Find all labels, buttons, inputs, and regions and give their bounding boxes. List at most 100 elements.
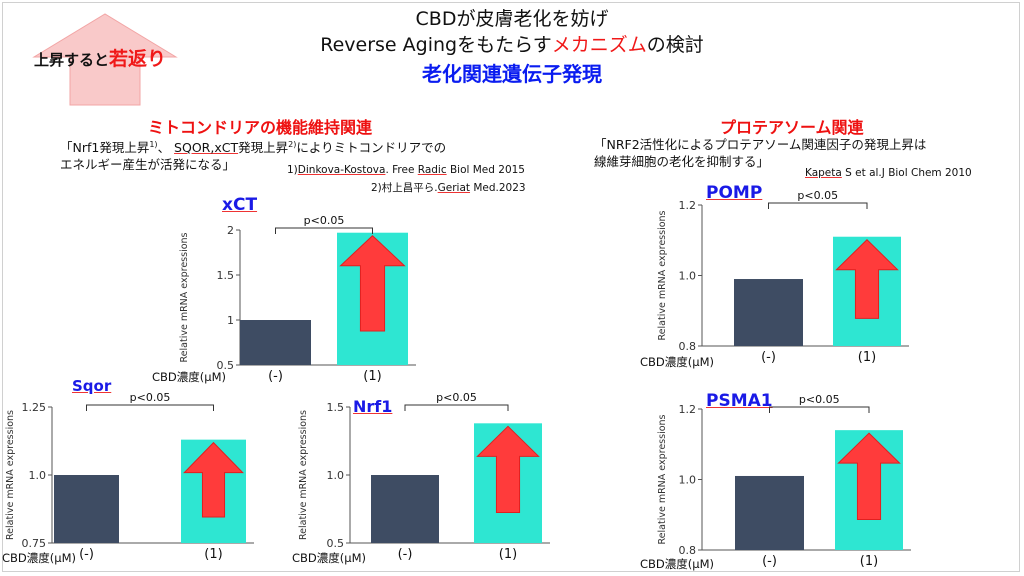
x-axis-label: CBD濃度(μM) — [292, 551, 366, 565]
bar-control — [734, 279, 803, 346]
bar-control — [54, 475, 119, 543]
p-value-label: p<0.05 — [304, 214, 345, 227]
right-section-quote: 「NRF2活性化によるプロテアソーム関連因子の発現上昇は 線維芽細胞の老化を抑制… — [594, 136, 926, 170]
y-tick-label: 0.75 — [22, 537, 47, 550]
x-category-label: (-) — [268, 369, 283, 384]
significance-bracket — [275, 227, 373, 234]
y-axis-label: Relative mRNA expressions — [5, 410, 16, 540]
left-quote-d: 発現上昇 — [238, 140, 289, 156]
x-axis-label: CBD濃度(μM) — [2, 551, 76, 565]
rejuvenation-badge — [32, 13, 178, 106]
y-axis-label: Relative mRNA expressions — [298, 410, 309, 540]
left-reference-2: 2)村上昌平ら.Geriat Med.2023 — [371, 180, 526, 195]
ref2-a: 2)村上昌平ら. — [371, 182, 438, 194]
ref1-b: Dinkova-Kostova — [297, 164, 386, 176]
ref2-b: Geriat — [437, 182, 471, 194]
p-value-label: p<0.05 — [799, 393, 840, 406]
y-tick-label: 1.0 — [679, 270, 697, 283]
chart-sqor: 0.75 1.0 1.25 Relative mRNA expressions (-) (… — [2, 393, 254, 565]
title-line-1: CBDが皮膚老化を妨げ — [415, 8, 609, 30]
chart-psma1: 0.8 1.0 1.2 Relative mRNA expressions (-) (1)… — [640, 393, 911, 571]
y-axis-label: Relative mRNA expressions — [657, 414, 668, 544]
x-category-label: (1) — [363, 369, 381, 384]
ref1-a: 1) — [287, 164, 298, 176]
y-tick-label: 0.5 — [217, 359, 235, 372]
increase-arrow-icon — [183, 441, 244, 518]
left-quote-line-2: エネルギー産生が活発になる」 — [60, 157, 236, 173]
right-quote-line-1: 「NRF2活性化によるプロテアソーム関連因子の発現上昇は — [594, 137, 927, 152]
x-category-label: (-) — [398, 547, 413, 562]
x-category-label: (1) — [499, 547, 517, 562]
x-axis-label: CBD濃度(μM) — [152, 370, 226, 384]
x-category-label: (1) — [204, 547, 222, 562]
chart-nrf1: 0.5 1.0 1.5 Relative mRNA expressions (-) (1)… — [292, 393, 550, 565]
left-quote-a: 「Nrf1発現上昇 — [60, 140, 150, 156]
left-section-quote: 「Nrf1発現上昇1)、 SQOR,xCT発現上昇2)によりミトコンドリアでの … — [60, 136, 446, 173]
y-tick-label: 1.2 — [679, 403, 697, 416]
increase-arrow-icon — [837, 432, 901, 520]
x-category-label: (-) — [79, 547, 94, 562]
title-line-2: Reverse Agingをもたらすメカニズムの検討 — [0, 30, 1024, 57]
y-tick-label: 0.8 — [679, 544, 697, 557]
x-category-label: (1) — [858, 350, 876, 365]
increase-arrow-icon — [476, 425, 540, 513]
left-reference-1: 1)Dinkova-Kostova. Free Radic Biol Med 2… — [287, 164, 525, 176]
title-line-3: 老化関連遺伝子発現 — [422, 62, 602, 86]
ref1-c: . Free — [385, 164, 418, 176]
chart-title-psma1: PSMA1 — [706, 391, 773, 411]
chart-pomp: 0.8 1.0 1.2 Relative mRNA expressions (-) (1)… — [640, 189, 909, 369]
left-quote-e: によりミトコンドリアでの — [296, 140, 447, 156]
right-ref-b: S et al.J Biol Chem 2010 — [841, 167, 972, 179]
x-category-label: (1) — [860, 554, 878, 569]
ref1-e: Biol Med 2015 — [446, 164, 525, 176]
left-quote-sup-1: 1) — [149, 140, 158, 149]
y-tick-label: 2 — [227, 224, 234, 237]
p-value-label: p<0.05 — [130, 393, 171, 404]
bar-control — [240, 320, 311, 365]
y-tick-label: 1.5 — [217, 269, 235, 282]
badge-text: 上昇すると若返り — [34, 44, 166, 71]
chart-title-xct: xCT — [222, 195, 258, 215]
y-tick-label: 0.5 — [327, 537, 345, 550]
y-tick-label: 1.2 — [679, 199, 697, 212]
right-section-heading: プロテアソーム関連 — [720, 118, 864, 137]
y-tick-label: 1.25 — [22, 401, 47, 414]
y-tick-label: 1.5 — [327, 401, 345, 414]
left-quote-sup-2: 2) — [288, 140, 297, 149]
y-tick-label: 1.0 — [327, 469, 345, 482]
bar-control — [735, 475, 804, 550]
left-quote-c: SQOR,xCT — [174, 140, 239, 156]
x-axis-label: CBD濃度(μM) — [640, 557, 714, 571]
right-reference: Kapeta S et al.J Biol Chem 2010 — [805, 167, 972, 179]
significance-bracket — [769, 406, 870, 413]
title-line-2-accent: メカニズム — [551, 34, 647, 56]
left-section-heading: ミトコンドリアの機能維持関連 — [148, 118, 373, 137]
y-tick-label: 1.0 — [29, 469, 47, 482]
x-category-label: (-) — [762, 554, 777, 569]
y-tick-label: 1 — [227, 314, 234, 327]
significance-bracket — [768, 202, 868, 209]
y-tick-label: 0.8 — [679, 340, 697, 353]
left-quote-b: 、 — [157, 140, 175, 156]
bar-control — [371, 475, 439, 543]
badge-prefix: 上昇すると — [34, 51, 110, 69]
badge-accent: 若返り — [109, 48, 167, 70]
chart-title-pomp: POMP — [706, 183, 763, 203]
significance-bracket — [86, 404, 214, 411]
title-line-2-c: の検討 — [646, 34, 704, 56]
ref2-c: Med.2023 — [470, 182, 526, 194]
ref1-d: Radic — [417, 164, 447, 176]
x-axis-label: CBD濃度(μM) — [640, 355, 714, 369]
y-axis-label: Relative mRNA expressions — [179, 232, 190, 362]
increase-arrow-icon — [835, 239, 899, 319]
p-value-label: p<0.05 — [797, 189, 838, 202]
chart-title-sqor: Sqor — [72, 377, 112, 395]
chart-xct: 0.5 1 1.5 2 Relative mRNA expressions (-) (1) p… — [152, 214, 416, 384]
up-arrow-icon — [32, 13, 178, 106]
x-category-label: (-) — [761, 350, 776, 365]
significance-bracket — [404, 404, 509, 411]
chart-title-nrf1: Nrf1 — [353, 397, 393, 416]
p-value-label: p<0.05 — [436, 393, 477, 404]
title-line-2-a: Reverse Agingをもたらす — [320, 34, 552, 56]
